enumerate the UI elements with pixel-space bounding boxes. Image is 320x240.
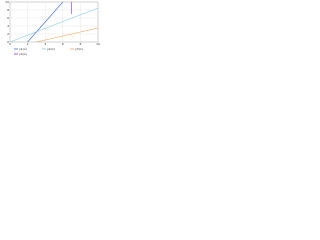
x-tick-label: 2 [27,42,29,46]
x-tick-label: 8 [79,42,81,46]
line [27,1,64,43]
y-tick-label: 10 [5,0,9,4]
legend-label: y1(x) [19,47,27,51]
y-tick-label: 8 [7,8,9,12]
legend-label: y2(x) [47,47,55,51]
y-tick-label: 6 [7,16,9,20]
x-tick-label: 6 [62,42,64,46]
y-tick-label: 2 [7,32,9,36]
y-tick-label: 4 [7,24,9,28]
x-tick-label: 4 [44,42,46,46]
line [9,7,99,43]
x-tick-label: 0 [9,42,11,46]
line [36,27,99,43]
x-tick-label: 10 [96,42,100,46]
y-tick-label: 0 [7,40,9,44]
plot-area [9,1,99,43]
legend-label: y4(x) [19,52,27,56]
legend-label: y3(x) [75,47,83,51]
